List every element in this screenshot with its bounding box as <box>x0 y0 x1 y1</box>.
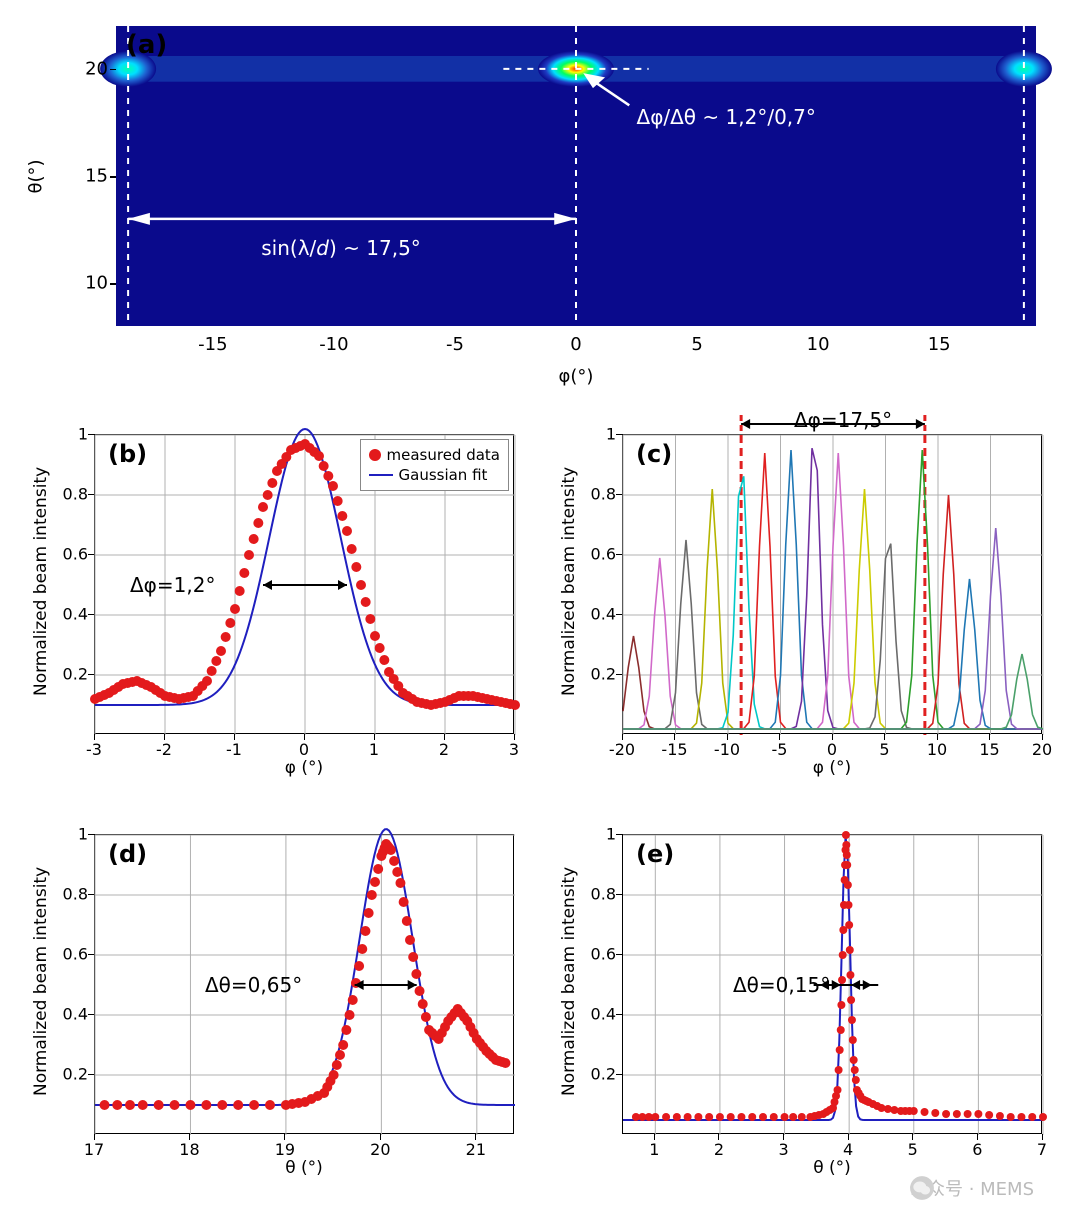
panel-c-letter: (c) <box>636 440 672 468</box>
panel-d-plot: Δθ=0,65° <box>94 834 514 1134</box>
panel-b-ylabel: Normalized beam intensity <box>31 476 51 696</box>
panel-a-plot: Δφ/Δθ ~ 1,2°/0,7°sin(λ/d) ~ 17,5° <box>116 26 1036 326</box>
panel-b-xlabel: φ (°) <box>94 758 514 778</box>
panel-a-letter: (a) <box>126 30 167 60</box>
panel-c-plot <box>622 434 1042 734</box>
panel-c-annotation: Δφ=17,5° <box>794 408 892 432</box>
wechat-icon <box>909 1175 935 1201</box>
panel-d: Normalized beam intensity Δθ=0,65° θ (°)… <box>16 816 536 1196</box>
panel-b-plot: Δφ=1,2°measured dataGaussian fit <box>94 434 514 734</box>
panel-d-xlabel: θ (°) <box>94 1158 514 1178</box>
panel-d-ylabel: Normalized beam intensity <box>31 876 51 1096</box>
panel-b: Normalized beam intensity Δφ=1,2°measure… <box>16 416 536 796</box>
panel-a-ylabel: θ(°) <box>26 147 47 207</box>
panel-a: θ(°) Δφ/Δθ ~ 1,2°/0,7°sin(λ/d) ~ 17,5° φ… <box>16 16 1064 406</box>
panel-a-xlabel: φ(°) <box>116 366 1036 387</box>
panel-e-plot: Δθ=0,15° <box>622 834 1042 1134</box>
panel-c-ylabel: Normalized beam intensity <box>559 476 579 696</box>
panel-e-ylabel: Normalized beam intensity <box>559 876 579 1096</box>
panel-b-legend: measured dataGaussian fit <box>360 439 510 491</box>
panel-b-letter: (b) <box>108 440 147 468</box>
panel-c-xlabel: φ (°) <box>622 758 1042 778</box>
scientific-figure: θ(°) Δφ/Δθ ~ 1,2°/0,7°sin(λ/d) ~ 17,5° φ… <box>16 16 1064 1211</box>
panel-d-letter: (d) <box>108 840 147 868</box>
panel-e: Normalized beam intensity Δθ=0,15° θ (°)… <box>544 816 1064 1196</box>
panel-c: Normalized beam intensity φ (°) (c) Δφ=1… <box>544 416 1064 796</box>
watermark: 公众号 · MEMS <box>909 1175 1034 1201</box>
panel-e-letter: (e) <box>636 840 674 868</box>
